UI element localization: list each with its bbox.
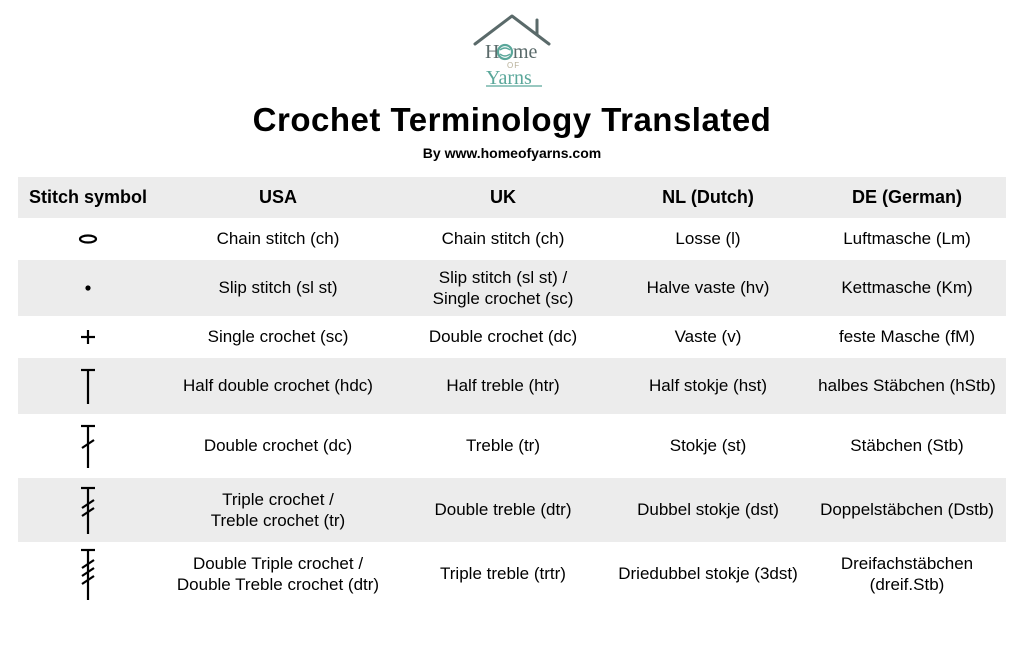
cell-usa: Triple crochet / Treble crochet (tr)	[158, 478, 398, 542]
cell-uk: Triple treble (trtr)	[398, 542, 608, 606]
col-header-symbol: Stitch symbol	[18, 177, 158, 218]
col-header-de: DE (German)	[808, 177, 1006, 218]
cell-usa: Slip stitch (sl st)	[158, 260, 398, 316]
cell-nl: Half stokje (hst)	[608, 358, 808, 414]
cell-de: halbes Stäbchen (hStb)	[808, 358, 1006, 414]
table-row: Slip stitch (sl st)Slip stitch (sl st) /…	[18, 260, 1006, 316]
cell-uk: Slip stitch (sl st) / Single crochet (sc…	[398, 260, 608, 316]
stitch-symbol-icon	[18, 414, 158, 478]
table-header-row: Stitch symbol USA UK NL (Dutch) DE (Germ…	[18, 177, 1006, 218]
cell-de: Kettmasche (Km)	[808, 260, 1006, 316]
col-header-usa: USA	[158, 177, 398, 218]
svg-text:me: me	[513, 41, 538, 63]
stitch-symbol-icon	[18, 542, 158, 606]
stitch-symbol-icon	[18, 478, 158, 542]
cell-usa: Single crochet (sc)	[158, 316, 398, 358]
cell-de: feste Masche (fM)	[808, 316, 1006, 358]
table-row: Chain stitch (ch)Chain stitch (ch)Losse …	[18, 218, 1006, 260]
table-row: Half double crochet (hdc)Half treble (ht…	[18, 358, 1006, 414]
cell-de: Stäbchen (Stb)	[808, 414, 1006, 478]
cell-nl: Vaste (v)	[608, 316, 808, 358]
table-row: Triple crochet / Treble crochet (tr)Doub…	[18, 478, 1006, 542]
stitch-symbol-icon	[18, 358, 158, 414]
cell-de: Doppelstäbchen (Dstb)	[808, 478, 1006, 542]
svg-text:Yarns: Yarns	[486, 67, 532, 88]
cell-usa: Half double crochet (hdc)	[158, 358, 398, 414]
cell-uk: Double treble (dtr)	[398, 478, 608, 542]
byline: By www.homeofyarns.com	[423, 145, 601, 161]
cell-de: Dreifachstäbchen (dreif.Stb)	[808, 542, 1006, 606]
cell-nl: Losse (l)	[608, 218, 808, 260]
cell-nl: Driedubbel stokje (3dst)	[608, 542, 808, 606]
page-title: Crochet Terminology Translated	[253, 101, 772, 139]
col-header-nl: NL (Dutch)	[608, 177, 808, 218]
table-row: Single crochet (sc)Double crochet (dc)Va…	[18, 316, 1006, 358]
cell-uk: Half treble (htr)	[398, 358, 608, 414]
stitch-symbol-icon	[18, 316, 158, 358]
cell-uk: Double crochet (dc)	[398, 316, 608, 358]
cell-de: Luftmasche (Lm)	[808, 218, 1006, 260]
table-row: Double crochet (dc)Treble (tr)Stokje (st…	[18, 414, 1006, 478]
col-header-uk: UK	[398, 177, 608, 218]
logo: H me OF Yarns	[457, 10, 567, 93]
cell-usa: Chain stitch (ch)	[158, 218, 398, 260]
cell-uk: Treble (tr)	[398, 414, 608, 478]
stitch-symbol-icon	[18, 218, 158, 260]
cell-nl: Stokje (st)	[608, 414, 808, 478]
cell-usa: Double Triple crochet / Double Treble cr…	[158, 542, 398, 606]
cell-nl: Halve vaste (hv)	[608, 260, 808, 316]
cell-usa: Double crochet (dc)	[158, 414, 398, 478]
cell-uk: Chain stitch (ch)	[398, 218, 608, 260]
stitch-symbol-icon	[18, 260, 158, 316]
cell-nl: Dubbel stokje (dst)	[608, 478, 808, 542]
terminology-table: Stitch symbol USA UK NL (Dutch) DE (Germ…	[18, 177, 1006, 606]
table-row: Double Triple crochet / Double Treble cr…	[18, 542, 1006, 606]
